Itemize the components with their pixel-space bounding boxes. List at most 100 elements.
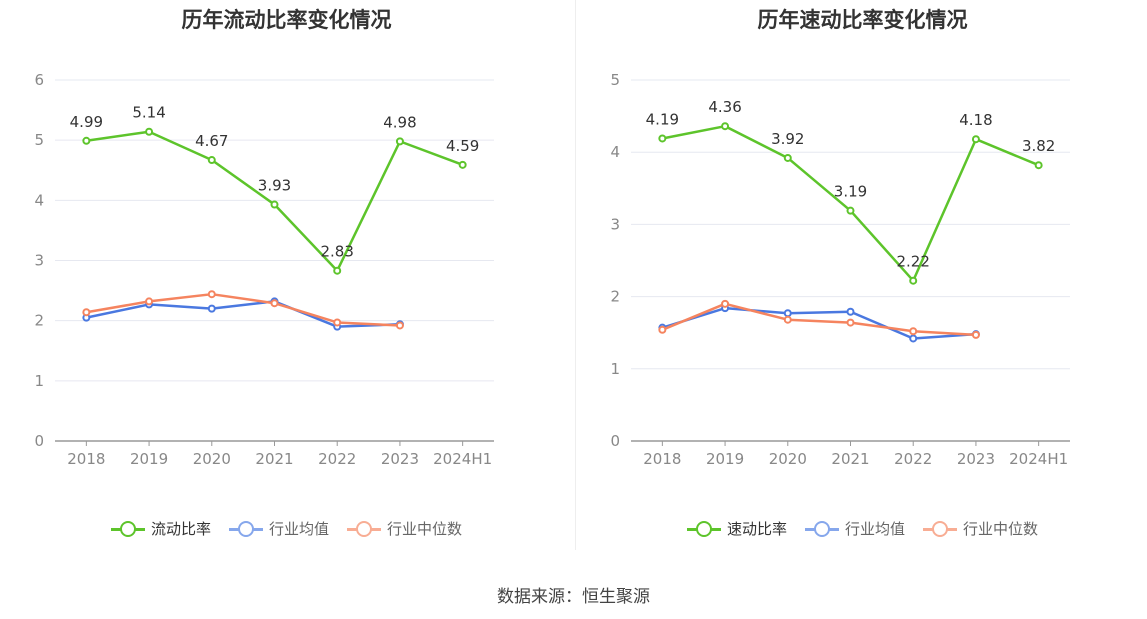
data-label: 2.83: [321, 243, 354, 261]
series-line: [662, 124, 1040, 282]
chart-title: 历年速动比率变化情况: [757, 8, 968, 32]
data-point: [270, 200, 279, 209]
y-tick-label: 4: [610, 143, 620, 161]
x-tick-label: 2018: [67, 450, 105, 468]
legend-label: 行业中位数: [387, 520, 463, 538]
line-marker-icon: [923, 520, 957, 537]
data-point: [971, 135, 980, 144]
data-point: [846, 318, 855, 327]
x-tick-label: 2023: [957, 450, 995, 468]
legend-label: 行业中位数: [963, 520, 1039, 538]
data-point: [783, 315, 792, 324]
series-line: [86, 292, 400, 327]
x-tick-label: 2019: [706, 450, 744, 468]
data-label: 4.59: [446, 137, 479, 155]
x-tick-label: 2021: [255, 450, 293, 468]
series-line: [661, 302, 977, 337]
legend-item-quick-ratio[interactable]: 速动比率: [686, 518, 787, 539]
line-marker-icon: [228, 520, 263, 537]
data-point: [82, 136, 91, 145]
data-point: [909, 276, 918, 285]
data-source: 数据来源：恒生聚源: [497, 587, 650, 607]
data-point: [395, 137, 404, 146]
data-label: 4.18: [959, 111, 992, 129]
data-point: [82, 308, 91, 317]
x-tick-label: 2020: [769, 450, 807, 468]
y-tick-label: 4: [34, 191, 44, 209]
data-point: [333, 266, 342, 275]
legend-item-industry-median[interactable]: 行业中位数: [347, 518, 462, 539]
data-label: 4.36: [708, 98, 741, 116]
line-marker-icon: [686, 520, 721, 537]
current-ratio-panel: 历年流动比率变化情况 0 1 2 3 4 5 6 2018 2019 2020 2021 2022 20…: [0, 0, 573, 560]
legend: 速动比率 行业均值 行业中位数: [576, 518, 1147, 539]
data-point: [458, 160, 467, 169]
data-point: [721, 122, 730, 131]
current-ratio-chart: 0 1 2 3 4 5 6 2018 2019 2020 2021 2022 2023 2024H1 4.9…: [34, 71, 494, 468]
data-point: [658, 134, 667, 143]
y-tick-label: 3: [34, 252, 44, 270]
data-label: 3.93: [258, 177, 291, 195]
x-tick-label: 2023: [381, 450, 419, 468]
x-tick-label: 2024H1: [1009, 450, 1068, 468]
data-point: [783, 309, 792, 318]
data-label: 4.19: [646, 110, 679, 128]
legend-label: 行业均值: [268, 520, 329, 538]
data-label: 3.92: [771, 130, 804, 148]
y-tick-label: 0: [34, 432, 44, 450]
data-point: [1034, 161, 1043, 170]
data-point: [909, 334, 918, 343]
panel-divider: [575, 0, 576, 550]
data-point: [721, 299, 730, 308]
y-tick-label: 5: [610, 71, 620, 89]
y-tick-label: 6: [34, 71, 44, 89]
data-point: [395, 321, 404, 330]
x-tick-label: 2018: [643, 450, 681, 468]
data-point: [658, 325, 667, 334]
line-marker-icon: [110, 520, 145, 537]
x-tick-label: 2022: [894, 450, 932, 468]
legend-item-industry-mean[interactable]: 行业均值: [804, 518, 905, 539]
line-marker-icon: [804, 520, 839, 537]
legend-item-current-ratio[interactable]: 流动比率: [110, 518, 211, 539]
x-tick-label: 2019: [130, 450, 168, 468]
quick-ratio-panel: 历年速动比率变化情况 0 1 2 3 4 5 2018 2019 2020 2021 2022 202…: [576, 0, 1147, 560]
y-tick-label: 1: [610, 360, 620, 378]
legend-label: 流动比率: [150, 520, 211, 538]
data-point: [207, 304, 216, 313]
legend-item-industry-median[interactable]: 行业中位数: [923, 518, 1038, 539]
data-point: [846, 206, 855, 215]
data-label: 4.99: [70, 113, 103, 131]
data-point: [333, 318, 342, 327]
x-tick-label: 2022: [318, 450, 356, 468]
data-point: [783, 153, 792, 162]
data-label: 5.14: [132, 104, 165, 122]
series-line: [661, 306, 977, 340]
x-tick-label: 2020: [193, 450, 231, 468]
legend: 流动比率 行业均值 行业中位数: [0, 518, 573, 539]
x-tick-label: 2021: [831, 450, 869, 468]
data-point: [145, 297, 154, 306]
quick-ratio-chart: 0 1 2 3 4 5 2018 2019 2020 2021 2022 2023 2024H1 4.19…: [610, 71, 1070, 468]
data-label: 4.98: [383, 113, 416, 131]
y-tick-label: 2: [34, 312, 44, 330]
series-line: [86, 300, 400, 328]
data-point: [270, 299, 279, 308]
data-point: [909, 327, 918, 336]
data-label: 3.82: [1022, 137, 1055, 155]
y-tick-label: 2: [610, 288, 620, 306]
y-tick-label: 5: [34, 131, 44, 149]
y-tick-label: 1: [34, 372, 44, 390]
legend-item-industry-mean[interactable]: 行业均值: [228, 518, 329, 539]
data-point: [971, 330, 980, 339]
y-tick-label: 0: [610, 432, 620, 450]
data-label: 3.19: [834, 183, 867, 201]
x-tick-label: 2024H1: [433, 450, 492, 468]
data-point: [145, 127, 154, 136]
line-marker-icon: [347, 520, 381, 537]
chart-title: 历年流动比率变化情况: [181, 8, 392, 32]
data-point: [207, 156, 216, 165]
legend-label: 速动比率: [726, 520, 787, 538]
data-label: 2.22: [897, 253, 930, 271]
data-point: [207, 290, 216, 299]
